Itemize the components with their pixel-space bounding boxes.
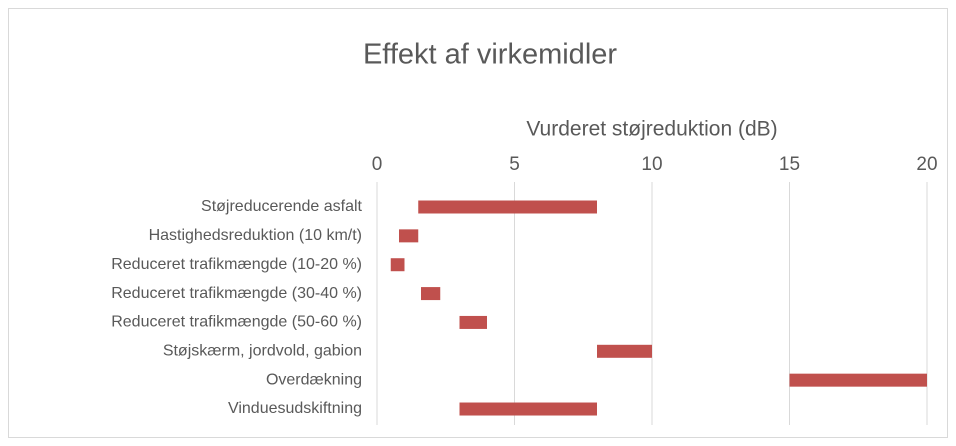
y-tick-label: Støjreducerende asfalt <box>201 198 363 215</box>
y-tick-label: Overdækning <box>266 371 362 388</box>
y-tick-label: Hastighedsreduktion (10 km/t) <box>149 227 362 244</box>
x-tick-label: 10 <box>641 154 662 175</box>
bar <box>418 200 597 214</box>
chart-border <box>8 8 948 438</box>
bar <box>459 402 597 416</box>
bar <box>459 315 487 329</box>
x-tick-label: 0 <box>372 154 383 175</box>
bar <box>399 229 419 243</box>
y-tick-label: Reduceret trafikmængde (50-60 %) <box>111 314 362 331</box>
x-tick-label: 5 <box>509 154 520 175</box>
y-tick-label: Reduceret trafikmængde (30-40 %) <box>111 285 362 302</box>
y-tick-label: Vinduesudskiftning <box>228 400 362 417</box>
y-tick-label: Reduceret trafikmængde (10-20 %) <box>111 256 362 273</box>
bar <box>789 373 927 387</box>
bar <box>390 258 405 272</box>
x-axis-title: Vurderet støjreduktion (dB) <box>526 118 777 141</box>
x-tick-label: 15 <box>779 154 800 175</box>
bar <box>597 344 652 358</box>
y-tick-label: Støjskærm, jordvold, gabion <box>163 343 362 360</box>
chart-title: Effekt af virkemidler <box>363 39 617 71</box>
x-tick-label: 20 <box>916 154 937 175</box>
bar <box>421 287 441 301</box>
